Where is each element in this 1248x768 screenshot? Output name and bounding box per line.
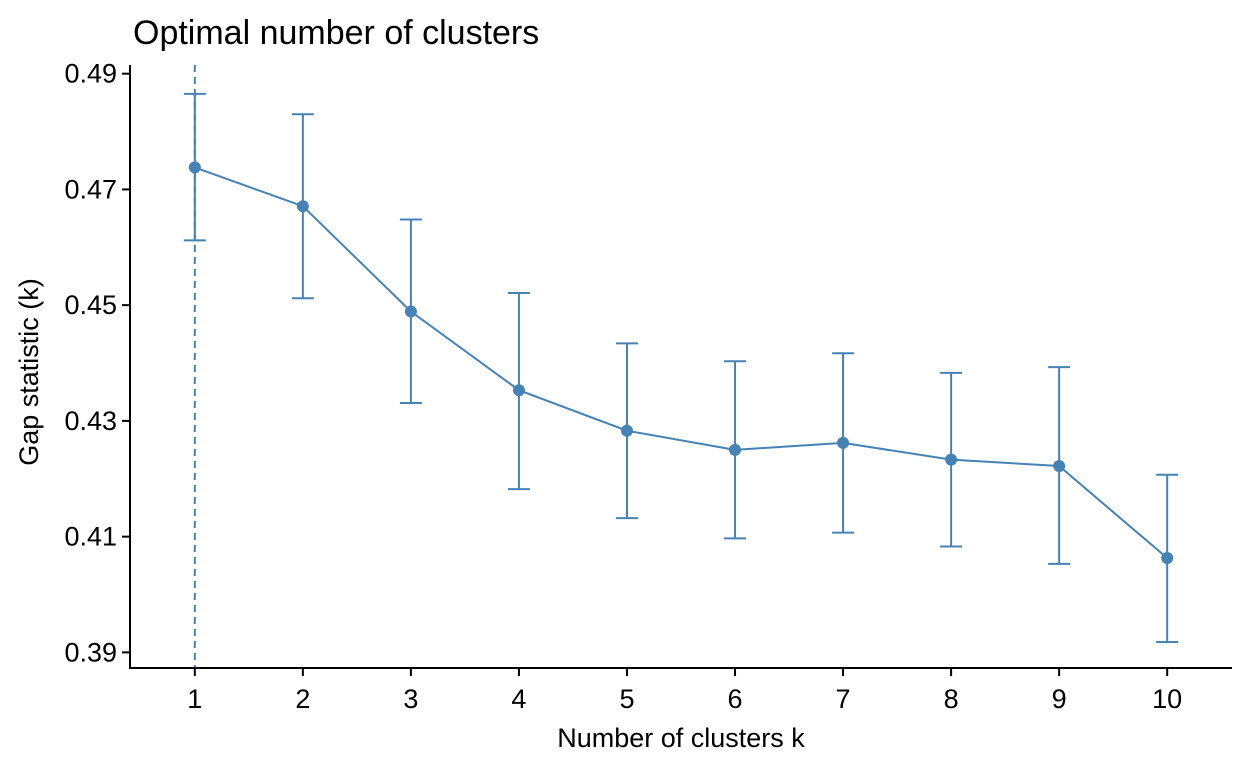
y-tick-label-0.47: 0.47 [64, 174, 117, 204]
data-point-8 [945, 453, 958, 466]
data-point-6 [729, 443, 742, 456]
y-axis-title: Gap statistic (k) [14, 278, 44, 466]
data-point-9 [1053, 460, 1066, 473]
x-tick-label-3: 3 [403, 684, 418, 714]
y-tick-label-0.49: 0.49 [64, 59, 117, 89]
y-tick-label-0.41: 0.41 [64, 522, 117, 552]
y-tick-label-0.45: 0.45 [64, 290, 117, 320]
x-tick-label-8: 8 [944, 684, 959, 714]
data-point-10 [1161, 552, 1174, 565]
y-tick-label-0.43: 0.43 [64, 406, 117, 436]
x-tick-label-1: 1 [187, 684, 202, 714]
data-point-5 [620, 424, 633, 437]
x-tick-label-5: 5 [619, 684, 634, 714]
y-tick-label-0.39: 0.39 [64, 637, 117, 667]
x-tick-label-9: 9 [1052, 684, 1067, 714]
x-tick-label-10: 10 [1152, 684, 1182, 714]
x-tick-label-2: 2 [295, 684, 310, 714]
x-tick-label-6: 6 [728, 684, 743, 714]
data-point-2 [296, 200, 309, 213]
data-point-1 [188, 161, 201, 174]
plot-area: 0.39 0.41 0.43 0.45 0.47 0.49 1 2 3 4 5 6 7 8 9 10 [64, 59, 1232, 714]
x-axis-title: Number of clusters k [557, 723, 805, 753]
x-tick-label-7: 7 [836, 684, 851, 714]
data-point-3 [404, 305, 417, 318]
data-point-4 [512, 384, 525, 397]
x-tick-label-4: 4 [511, 684, 526, 714]
data-point-7 [837, 436, 850, 449]
chart-title: Optimal number of clusters [133, 14, 539, 52]
gap-statistic-line [194, 166, 1168, 559]
